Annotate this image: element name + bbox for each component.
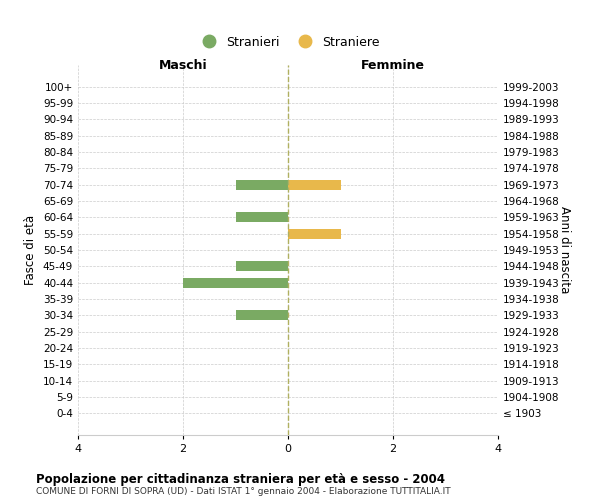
Y-axis label: Fasce di età: Fasce di età — [25, 215, 37, 285]
Bar — [288, 229, 341, 238]
Bar — [183, 278, 288, 287]
Bar — [235, 262, 288, 271]
Bar — [288, 180, 341, 190]
Text: Femmine: Femmine — [361, 59, 425, 72]
Text: Popolazione per cittadinanza straniera per età e sesso - 2004: Popolazione per cittadinanza straniera p… — [36, 472, 445, 486]
Text: Maschi: Maschi — [158, 59, 208, 72]
Legend: Stranieri, Straniere: Stranieri, Straniere — [191, 30, 385, 54]
Text: COMUNE DI FORNI DI SOPRA (UD) - Dati ISTAT 1° gennaio 2004 - Elaborazione TUTTIT: COMUNE DI FORNI DI SOPRA (UD) - Dati IST… — [36, 488, 451, 496]
Bar — [235, 310, 288, 320]
Y-axis label: Anni di nascita: Anni di nascita — [558, 206, 571, 294]
Bar — [235, 180, 288, 190]
Bar — [235, 212, 288, 222]
